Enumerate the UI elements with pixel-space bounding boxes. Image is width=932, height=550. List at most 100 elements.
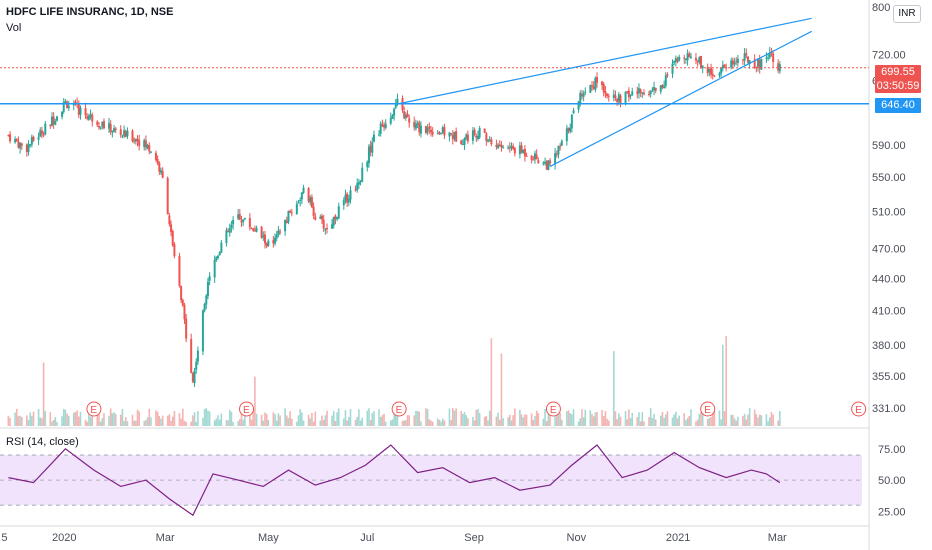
candle-body: [659, 85, 662, 92]
candle-body: [230, 225, 233, 228]
candle-body: [418, 122, 421, 133]
candle-body: [356, 183, 359, 191]
candle-body: [17, 141, 20, 148]
candle-body: [753, 59, 756, 68]
volume-bar: [113, 412, 115, 426]
volume-bar: [321, 415, 323, 426]
candle-body: [337, 206, 340, 219]
volume-bar: [138, 411, 140, 426]
volume-bar: [260, 414, 263, 426]
volume-bar: [450, 419, 452, 426]
time-tick-label: 5: [1, 532, 7, 544]
candle-body: [664, 75, 667, 86]
candle-body: [196, 350, 199, 362]
candle-body: [319, 216, 322, 219]
candle-body: [508, 147, 511, 149]
candle-body: [448, 132, 451, 137]
volume-bar: [569, 413, 571, 426]
volume-bar: [180, 418, 182, 426]
candle-body: [760, 58, 763, 70]
candle-body: [478, 128, 481, 138]
candle-body: [731, 60, 734, 65]
candle-body: [720, 68, 723, 74]
candle-body: [131, 130, 134, 142]
candle-body: [475, 135, 478, 138]
volume-bar: [520, 414, 523, 426]
earnings-marker: E: [851, 401, 867, 417]
price-tick-label: 550.00: [872, 172, 906, 184]
volume-bar: [534, 416, 536, 426]
candle-body: [641, 92, 644, 94]
volume-bar: [582, 417, 585, 426]
candle-body: [191, 372, 194, 382]
volume-bar: [148, 408, 151, 426]
volume-bar: [502, 418, 504, 426]
candle-body: [428, 126, 431, 129]
symbol-title[interactable]: HDFC LIFE INSURANC, 1D, NSE: [6, 6, 174, 18]
volume-bar: [594, 412, 597, 426]
time-tick-label: 2021: [666, 532, 690, 544]
candle-body: [260, 226, 263, 238]
volume-bar: [420, 421, 422, 426]
candle-body: [154, 152, 157, 161]
candle-body: [277, 230, 280, 236]
volume-bar: [711, 411, 714, 426]
volume-bar: [406, 415, 409, 426]
volume-bar: [688, 415, 691, 426]
volume-bar: [389, 420, 392, 426]
volume-bar: [405, 420, 407, 426]
rsi-label[interactable]: RSI (14, close): [6, 436, 79, 448]
volume-bar: [72, 412, 75, 426]
annotation-lines[interactable]: [0, 17, 869, 167]
volume-bar: [628, 409, 630, 426]
volume-bar: [654, 419, 657, 426]
volume-bar: [408, 415, 410, 426]
candle-body: [372, 134, 375, 142]
candle-body: [205, 295, 208, 305]
candle-body: [393, 108, 396, 116]
volume-bar: [381, 415, 384, 426]
candle-body: [149, 151, 152, 153]
currency-button[interactable]: INR: [893, 5, 921, 23]
candle-body: [190, 339, 193, 374]
volume-bar: [636, 417, 639, 426]
candle-body: [67, 105, 70, 109]
candle-body: [694, 57, 697, 61]
candle-body: [730, 60, 733, 68]
volume-bar: [284, 408, 286, 426]
candle-body: [416, 123, 419, 125]
candle-body: [138, 140, 141, 146]
volume-bar: [453, 410, 456, 426]
volume-bar: [403, 420, 405, 426]
candle-body: [473, 129, 476, 135]
candle-body: [518, 145, 521, 155]
candle-body: [624, 91, 627, 105]
earnings-e-label: E: [396, 405, 403, 416]
volume-bar: [346, 420, 348, 426]
volume-bar: [596, 411, 598, 426]
earnings-circle: [391, 401, 407, 417]
volume-bar: [181, 408, 184, 426]
volume-bar: [651, 418, 654, 426]
candle-body: [14, 139, 17, 143]
volume-bar: [559, 412, 561, 426]
volume-bar: [143, 421, 146, 426]
volume-bar: [96, 414, 99, 426]
candle-body: [297, 202, 300, 204]
volume-bar: [237, 421, 239, 426]
volume-bar: [391, 419, 394, 426]
candle-body: [535, 154, 538, 160]
volume-bar: [64, 409, 67, 426]
earnings-circle: [545, 401, 561, 417]
candle-body: [185, 318, 188, 339]
volume-bar: [27, 420, 30, 426]
gridlines: [0, 0, 870, 550]
last-price-badge: 699.55: [875, 65, 921, 80]
volume-bar: [638, 412, 640, 426]
volume-bar: [150, 417, 152, 426]
volume-bar: [614, 411, 617, 426]
candle-body: [559, 146, 562, 148]
candle-body: [123, 130, 126, 136]
